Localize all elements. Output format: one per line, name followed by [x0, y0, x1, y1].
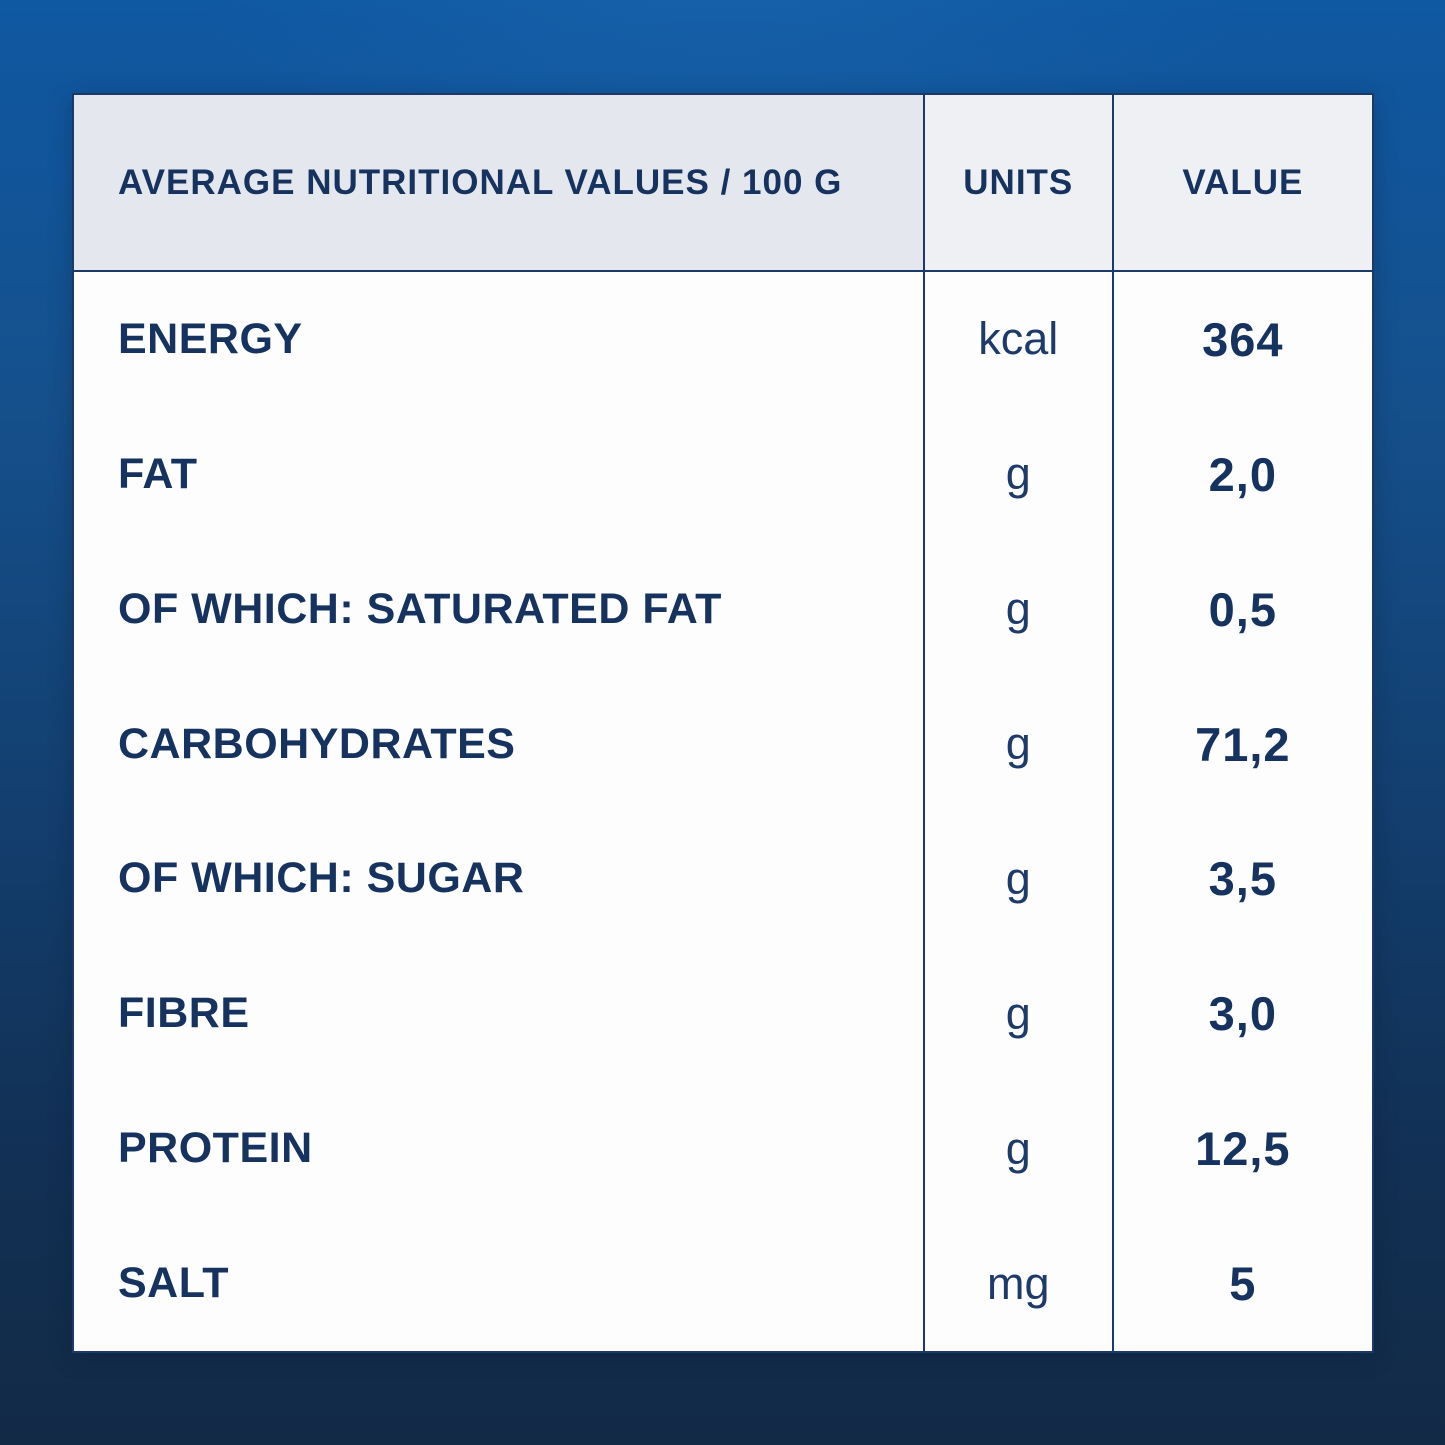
- row-units-cell: g: [922, 541, 1114, 677]
- nutrient-value: 3,5: [1208, 852, 1277, 906]
- nutrient-unit: g: [1005, 1122, 1031, 1174]
- header-cell-units: UNITS: [922, 95, 1114, 270]
- nutrient-label: OF WHICH: SUGAR: [118, 854, 525, 903]
- nutrient-label: ENERGY: [118, 314, 303, 363]
- table-header-row: AVERAGE NUTRITIONAL VALUES / 100 G UNITS…: [74, 95, 1372, 272]
- nutrient-label: PROTEIN: [118, 1124, 313, 1173]
- table-row: FAT g 2,0: [74, 406, 1372, 542]
- table-title: AVERAGE NUTRITIONAL VALUES / 100 G: [118, 162, 843, 202]
- nutrient-unit: mg: [987, 1257, 1050, 1309]
- nutrient-label: OF WHICH: SATURATED FAT: [118, 584, 722, 633]
- units-column-header: UNITS: [963, 162, 1074, 202]
- nutrient-unit: g: [1005, 852, 1031, 904]
- table-row: OF WHICH: SATURATED FAT g 0,5: [74, 541, 1372, 677]
- row-value-cell: 0,5: [1114, 542, 1372, 677]
- nutrient-unit: g: [1005, 987, 1031, 1039]
- row-units-cell: mg: [922, 1216, 1114, 1351]
- row-label-cell: FIBRE: [74, 946, 923, 1081]
- row-value-cell: 71,2: [1114, 677, 1372, 812]
- nutrient-value: 2,0: [1208, 447, 1277, 501]
- table-row: FIBRE g 3,0: [74, 946, 1372, 1082]
- row-units-cell: g: [922, 946, 1114, 1082]
- nutrition-table: AVERAGE NUTRITIONAL VALUES / 100 G UNITS…: [72, 93, 1374, 1353]
- table-row: SALT mg 5: [74, 1216, 1372, 1351]
- nutrient-unit: g: [1005, 718, 1031, 770]
- nutrient-value: 364: [1202, 312, 1284, 366]
- table-row: OF WHICH: SUGAR g 3,5: [74, 811, 1372, 947]
- table-row: CARBOHYDRATES g 71,2: [74, 676, 1372, 812]
- nutrient-value: 71,2: [1195, 717, 1291, 771]
- row-units-cell: g: [922, 811, 1114, 947]
- header-cell-value: VALUE: [1113, 95, 1372, 270]
- nutrient-unit: g: [1005, 583, 1031, 635]
- row-label-cell: CARBOHYDRATES: [74, 677, 923, 812]
- row-value-cell: 12,5: [1114, 1081, 1372, 1216]
- nutrient-value: 0,5: [1208, 582, 1277, 636]
- row-value-cell: 364: [1114, 272, 1372, 407]
- row-units-cell: kcal: [922, 272, 1114, 407]
- nutrient-label: FAT: [118, 449, 198, 498]
- nutrient-label: FIBRE: [118, 989, 250, 1038]
- nutrient-value: 3,0: [1208, 987, 1277, 1041]
- table-row: ENERGY kcal 364: [74, 272, 1372, 407]
- nutrient-value: 12,5: [1195, 1122, 1291, 1176]
- table-body: ENERGY kcal 364 FAT g 2,0: [74, 272, 1372, 1351]
- row-units-cell: g: [922, 1081, 1114, 1217]
- row-label-cell: ENERGY: [74, 272, 923, 407]
- row-value-cell: 5: [1114, 1216, 1372, 1351]
- value-column-header: VALUE: [1182, 162, 1304, 202]
- row-label-cell: FAT: [74, 407, 923, 542]
- row-units-cell: g: [922, 406, 1114, 542]
- row-value-cell: 3,5: [1114, 812, 1372, 947]
- nutrient-unit: kcal: [978, 313, 1059, 365]
- table-row: PROTEIN g 12,5: [74, 1081, 1372, 1217]
- row-label-cell: OF WHICH: SATURATED FAT: [74, 542, 923, 677]
- row-units-cell: g: [922, 676, 1114, 812]
- nutrient-label: SALT: [118, 1259, 230, 1308]
- row-value-cell: 2,0: [1114, 407, 1372, 542]
- row-value-cell: 3,0: [1114, 946, 1372, 1081]
- nutrient-value: 5: [1229, 1257, 1257, 1311]
- row-label-cell: SALT: [74, 1216, 923, 1351]
- row-label-cell: OF WHICH: SUGAR: [74, 812, 923, 947]
- header-cell-label: AVERAGE NUTRITIONAL VALUES / 100 G: [74, 95, 923, 270]
- row-label-cell: PROTEIN: [74, 1081, 923, 1216]
- nutrient-unit: g: [1005, 448, 1031, 500]
- nutrient-label: CARBOHYDRATES: [118, 719, 516, 768]
